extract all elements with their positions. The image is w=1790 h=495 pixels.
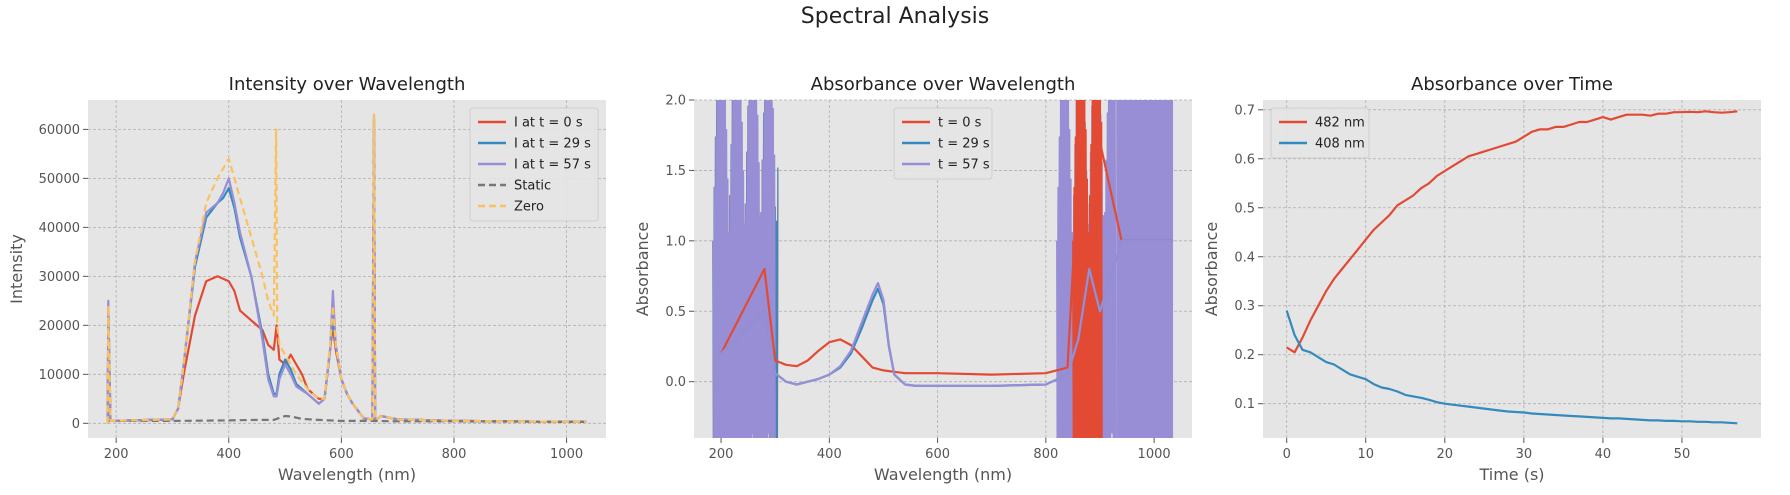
y-tick-label: 50000 xyxy=(39,172,80,187)
series-group xyxy=(712,100,1174,438)
noise-region-purple xyxy=(712,100,776,438)
y-tick-label: 0.5 xyxy=(665,305,686,320)
series-line-5 xyxy=(106,113,587,424)
x-tick-label: 200 xyxy=(104,447,129,462)
y-tick-label: 2.0 xyxy=(665,94,686,109)
x-tick-label: 10 xyxy=(1357,447,1374,462)
series-line-2 xyxy=(1285,310,1738,425)
y-tick-label: 0.1 xyxy=(1234,397,1255,412)
series-line-1 xyxy=(1286,110,1738,354)
y-tick-label: 0.5 xyxy=(1234,201,1255,216)
y-tick-label: 30000 xyxy=(39,270,80,285)
x-tick-label: 600 xyxy=(329,447,354,462)
x-tick-label: 400 xyxy=(216,447,241,462)
intensity-chart: 200 400 600 800 1000010000200003000040000500… xyxy=(7,74,606,484)
figure-title: Spectral Analysis xyxy=(800,4,990,29)
y-axis-label: Absorbance xyxy=(633,222,652,317)
noise-block-right xyxy=(1116,100,1174,438)
y-axis-label: Intensity xyxy=(7,234,26,304)
legend-label: I at t = 57 s xyxy=(514,158,591,173)
y-tick-label: 10000 xyxy=(39,368,80,383)
noise-region-right-red xyxy=(1072,100,1103,438)
legend-box xyxy=(893,107,993,180)
y-tick-label: 60000 xyxy=(39,123,80,138)
legend-label: Static xyxy=(514,179,551,194)
legend-label: t = 29 s xyxy=(938,137,990,152)
x-tick-label: 600 xyxy=(925,447,950,462)
y-tick-label: 1.5 xyxy=(665,164,686,179)
x-tick-label: 1000 xyxy=(1138,447,1171,462)
y-axis-label: Absorbance xyxy=(1202,222,1221,317)
legend: I at t = 0 s I at t = 29 s I at t = 57 s St… xyxy=(469,107,599,222)
legend: t = 0 s t = 29 s t = 57 s xyxy=(893,107,993,180)
y-tick-label: 0.0 xyxy=(665,375,686,390)
y-tick-label: 0.6 xyxy=(1234,152,1255,167)
x-axis-label: Wavelength (nm) xyxy=(874,465,1012,484)
y-tick-label: 0.4 xyxy=(1234,250,1255,265)
y-tick-label: 0.3 xyxy=(1234,299,1255,314)
x-tick-label: 40 xyxy=(1595,447,1612,462)
legend-label: Zero xyxy=(514,200,544,215)
legend-box xyxy=(1270,107,1370,159)
y-tick-label: 0 xyxy=(72,417,80,432)
legend-label: I at t = 29 s xyxy=(514,137,591,152)
legend-label: t = 57 s xyxy=(938,158,990,173)
x-tick-label: 800 xyxy=(1033,447,1058,462)
x-tick-label: 1000 xyxy=(550,447,583,462)
absorbance-time-chart: 0 10 20 30 40 50 0.1 0.2 0.3 0.4 0.5 0.6 0.7 Absorban… xyxy=(1202,74,1761,484)
y-tick-label: 40000 xyxy=(39,221,80,236)
series-group xyxy=(1285,110,1738,425)
absorbance-wavelength-chart: 200 400 600 800 1000 0.0 0.5 1.0 1.5 2.0 Absorbanc… xyxy=(633,74,1192,484)
x-tick-label: 30 xyxy=(1516,447,1533,462)
chart-title: Intensity over Wavelength xyxy=(229,74,466,95)
x-tick-label: 0 xyxy=(1283,447,1291,462)
x-tick-label: 20 xyxy=(1437,447,1454,462)
legend-label: 482 nm xyxy=(1315,116,1365,131)
legend-label: 408 nm xyxy=(1315,137,1365,152)
legend: 482 nm 408 nm xyxy=(1270,107,1370,159)
legend-label: I at t = 0 s xyxy=(514,116,583,131)
y-tick-label: 1.0 xyxy=(665,234,686,249)
chart-title: Absorbance over Wavelength xyxy=(811,74,1076,95)
y-tick-label: 0.7 xyxy=(1234,103,1255,118)
x-tick-label: 50 xyxy=(1674,447,1691,462)
x-tick-label: 400 xyxy=(817,447,842,462)
legend-label: t = 0 s xyxy=(938,116,982,131)
series-line-3 xyxy=(720,239,1174,387)
x-tick-label: 200 xyxy=(709,447,734,462)
y-tick-label: 0.2 xyxy=(1234,348,1255,363)
chart-title: Absorbance over Time xyxy=(1411,74,1613,95)
y-tick-label: 20000 xyxy=(39,319,80,334)
series-group xyxy=(106,113,587,424)
x-axis-label: Wavelength (nm) xyxy=(278,465,416,484)
legend-box xyxy=(469,107,599,222)
x-tick-label: 800 xyxy=(442,447,467,462)
series-line-1 xyxy=(720,141,1174,376)
x-axis-label: Time (s) xyxy=(1478,465,1544,484)
